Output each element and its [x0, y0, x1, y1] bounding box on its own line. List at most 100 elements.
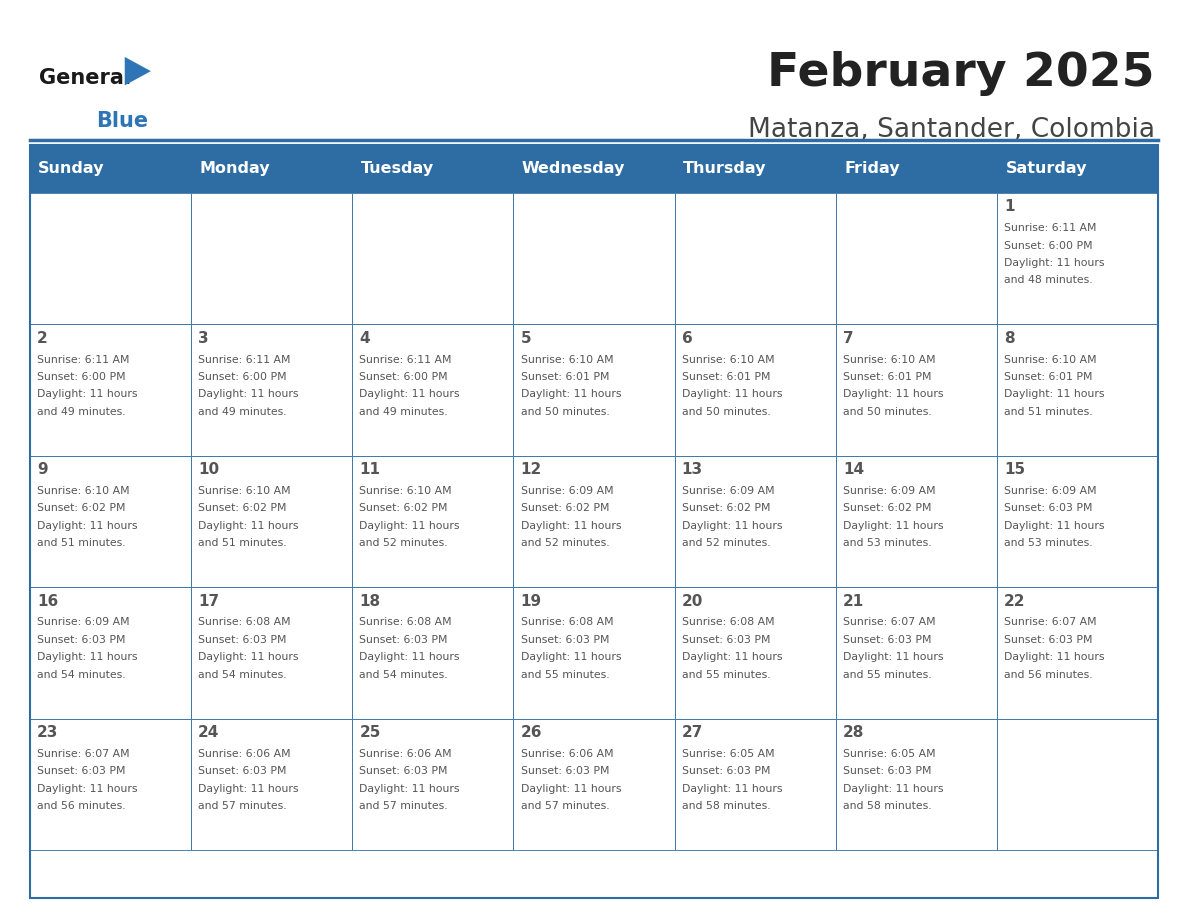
Text: Sunrise: 6:08 AM: Sunrise: 6:08 AM [682, 618, 775, 627]
Text: Daylight: 11 hours: Daylight: 11 hours [198, 389, 298, 399]
Text: Sunrise: 6:08 AM: Sunrise: 6:08 AM [198, 618, 291, 627]
Text: 5: 5 [520, 330, 531, 346]
Text: and 51 minutes.: and 51 minutes. [198, 538, 286, 548]
Text: Daylight: 11 hours: Daylight: 11 hours [1004, 258, 1105, 268]
Text: 18: 18 [359, 594, 380, 609]
Text: 13: 13 [682, 462, 703, 477]
Text: Sunset: 6:03 PM: Sunset: 6:03 PM [843, 767, 931, 777]
Text: 3: 3 [198, 330, 209, 346]
Text: 23: 23 [37, 725, 58, 740]
Text: and 58 minutes.: and 58 minutes. [843, 801, 931, 812]
Text: Sunset: 6:02 PM: Sunset: 6:02 PM [843, 503, 931, 513]
Bar [513, 588, 675, 719]
Text: Tuesday: Tuesday [360, 162, 434, 176]
Text: Sunset: 6:03 PM: Sunset: 6:03 PM [843, 635, 931, 644]
Bar [675, 324, 836, 455]
Text: Daylight: 11 hours: Daylight: 11 hours [682, 389, 782, 399]
Text: and 52 minutes.: and 52 minutes. [682, 538, 770, 548]
Text: Daylight: 11 hours: Daylight: 11 hours [37, 784, 138, 794]
Bar [836, 455, 997, 588]
Bar [30, 324, 191, 455]
Text: and 55 minutes.: and 55 minutes. [682, 670, 770, 679]
Bar [997, 455, 1158, 588]
Text: 6: 6 [682, 330, 693, 346]
Text: and 56 minutes.: and 56 minutes. [1004, 670, 1093, 679]
Text: Sunset: 6:01 PM: Sunset: 6:01 PM [843, 372, 931, 382]
Text: Daylight: 11 hours: Daylight: 11 hours [1004, 653, 1105, 662]
Bar [352, 588, 513, 719]
Text: Daylight: 11 hours: Daylight: 11 hours [359, 784, 460, 794]
Text: 20: 20 [682, 594, 703, 609]
Text: and 48 minutes.: and 48 minutes. [1004, 275, 1093, 285]
Bar [352, 324, 513, 455]
Text: Sunset: 6:01 PM: Sunset: 6:01 PM [1004, 372, 1093, 382]
Text: Sunrise: 6:10 AM: Sunrise: 6:10 AM [37, 486, 129, 496]
Bar [191, 719, 352, 850]
Text: Sunrise: 6:07 AM: Sunrise: 6:07 AM [1004, 618, 1097, 627]
Text: Daylight: 11 hours: Daylight: 11 hours [843, 389, 943, 399]
Text: Sunset: 6:03 PM: Sunset: 6:03 PM [1004, 503, 1093, 513]
Bar [513, 324, 675, 455]
Text: Sunset: 6:03 PM: Sunset: 6:03 PM [520, 635, 609, 644]
Text: and 49 minutes.: and 49 minutes. [37, 407, 126, 417]
Bar [30, 588, 191, 719]
Text: Daylight: 11 hours: Daylight: 11 hours [843, 784, 943, 794]
Text: Sunrise: 6:05 AM: Sunrise: 6:05 AM [682, 749, 775, 759]
Text: and 55 minutes.: and 55 minutes. [843, 670, 931, 679]
Bar [191, 588, 352, 719]
Bar [675, 719, 836, 850]
Text: Saturday: Saturday [1005, 162, 1087, 176]
Text: Matanza, Santander, Colombia: Matanza, Santander, Colombia [747, 118, 1155, 143]
Text: Daylight: 11 hours: Daylight: 11 hours [37, 653, 138, 662]
Polygon shape [125, 57, 151, 85]
Text: and 54 minutes.: and 54 minutes. [37, 670, 126, 679]
Text: Daylight: 11 hours: Daylight: 11 hours [520, 784, 621, 794]
Bar [836, 719, 997, 850]
Text: Sunrise: 6:08 AM: Sunrise: 6:08 AM [359, 618, 451, 627]
Text: Sunset: 6:03 PM: Sunset: 6:03 PM [359, 767, 448, 777]
Text: and 50 minutes.: and 50 minutes. [843, 407, 931, 417]
Text: Sunset: 6:02 PM: Sunset: 6:02 PM [37, 503, 125, 513]
Text: and 49 minutes.: and 49 minutes. [359, 407, 448, 417]
Text: Daylight: 11 hours: Daylight: 11 hours [1004, 389, 1105, 399]
Text: 12: 12 [520, 462, 542, 477]
Bar [997, 719, 1158, 850]
Text: Sunset: 6:00 PM: Sunset: 6:00 PM [1004, 241, 1093, 251]
Text: Sunrise: 6:11 AM: Sunrise: 6:11 AM [1004, 223, 1097, 233]
Text: Daylight: 11 hours: Daylight: 11 hours [682, 653, 782, 662]
Text: Sunset: 6:01 PM: Sunset: 6:01 PM [520, 372, 609, 382]
Text: Sunset: 6:03 PM: Sunset: 6:03 PM [198, 767, 286, 777]
Text: Sunset: 6:03 PM: Sunset: 6:03 PM [37, 635, 125, 644]
Text: 11: 11 [359, 462, 380, 477]
Text: Sunrise: 6:10 AM: Sunrise: 6:10 AM [520, 354, 613, 364]
Text: Daylight: 11 hours: Daylight: 11 hours [198, 784, 298, 794]
Text: Sunrise: 6:09 AM: Sunrise: 6:09 AM [1004, 486, 1097, 496]
Text: 19: 19 [520, 594, 542, 609]
Bar [513, 455, 675, 588]
Text: Sunrise: 6:11 AM: Sunrise: 6:11 AM [198, 354, 291, 364]
Text: Sunrise: 6:08 AM: Sunrise: 6:08 AM [520, 618, 613, 627]
Bar [513, 719, 675, 850]
Bar [836, 193, 997, 324]
Bar [836, 588, 997, 719]
Text: Sunrise: 6:06 AM: Sunrise: 6:06 AM [359, 749, 451, 759]
Text: 14: 14 [843, 462, 864, 477]
Text: Sunset: 6:01 PM: Sunset: 6:01 PM [682, 372, 770, 382]
Text: 22: 22 [1004, 594, 1025, 609]
Text: 9: 9 [37, 462, 48, 477]
Text: Sunrise: 6:09 AM: Sunrise: 6:09 AM [520, 486, 613, 496]
Bar [30, 455, 191, 588]
Text: and 53 minutes.: and 53 minutes. [1004, 538, 1093, 548]
Bar [352, 719, 513, 850]
Text: 4: 4 [359, 330, 369, 346]
Text: Sunrise: 6:11 AM: Sunrise: 6:11 AM [359, 354, 451, 364]
Text: Daylight: 11 hours: Daylight: 11 hours [359, 653, 460, 662]
Text: Blue: Blue [96, 111, 148, 131]
Text: Daylight: 11 hours: Daylight: 11 hours [520, 653, 621, 662]
Text: and 54 minutes.: and 54 minutes. [198, 670, 286, 679]
Text: Sunset: 6:00 PM: Sunset: 6:00 PM [198, 372, 286, 382]
Text: Sunset: 6:00 PM: Sunset: 6:00 PM [359, 372, 448, 382]
Text: Sunset: 6:03 PM: Sunset: 6:03 PM [1004, 635, 1093, 644]
Text: and 57 minutes.: and 57 minutes. [359, 801, 448, 812]
Text: Daylight: 11 hours: Daylight: 11 hours [520, 389, 621, 399]
